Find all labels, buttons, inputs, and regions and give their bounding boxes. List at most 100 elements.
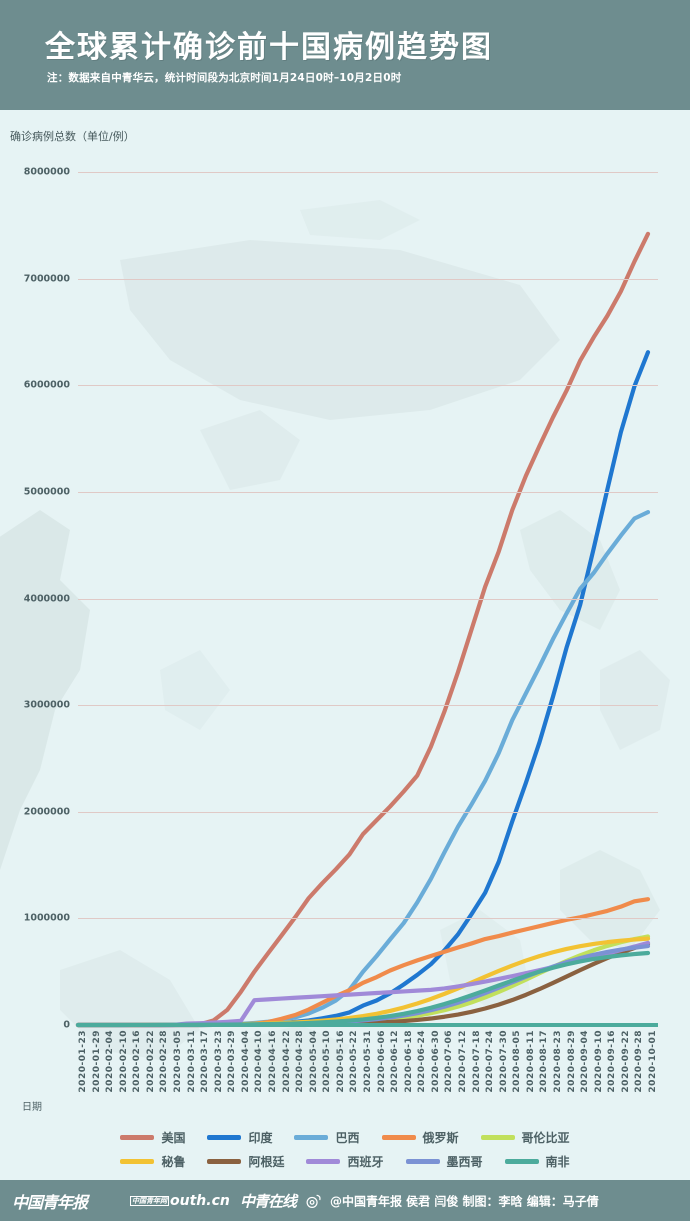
x-axis-tick: 2020-09-16 [607, 1030, 618, 1093]
x-axis-tick: 2020-08-23 [553, 1030, 563, 1093]
legend-swatch [504, 1158, 539, 1164]
x-axis-tick: 2020-03-11 [186, 1030, 197, 1093]
x-axis-tick: 2020-06-24 [417, 1030, 428, 1093]
x-axis-tick: 2020-09-22 [620, 1030, 631, 1093]
y-axis-tick: 5000000 [23, 486, 70, 498]
legend-swatch [207, 1158, 242, 1164]
y-axis-tick: 6000000 [23, 379, 70, 391]
x-axis-tick: 2020-06-18 [403, 1030, 414, 1093]
legend-item-秘鲁[interactable]: 秘鲁 [120, 1153, 185, 1170]
y-axis-tick: 1000000 [23, 912, 70, 924]
source-note: 注：数据来自中青华云，统计时间段为北京时间1月24日0时–10月2日0时 [47, 72, 402, 84]
legend-swatch [120, 1158, 155, 1164]
legend-label: 西班牙 [347, 1154, 384, 1169]
x-axis-tick: 2020-04-22 [281, 1030, 292, 1093]
gridline [78, 811, 658, 813]
logo-youth-cn-badge: 中国青年网 [130, 1195, 169, 1206]
x-axis-tick: 2020-06-30 [430, 1030, 441, 1093]
legend-label: 俄罗斯 [422, 1130, 459, 1145]
legend-item-哥伦比亚[interactable]: 哥伦比亚 [480, 1129, 570, 1146]
legend-label: 哥伦比亚 [521, 1130, 570, 1145]
logo-cyol: 中青在线 [240, 1192, 297, 1210]
legend-item-俄罗斯[interactable]: 俄罗斯 [381, 1129, 459, 1146]
x-axis-tick: 2020-08-11 [525, 1030, 536, 1093]
chart-panel: 确诊病例总数（单位/例） 0 1000000 2000000 3000000 40000… [0, 110, 690, 1180]
y-axis-tick: 2000000 [23, 806, 70, 818]
x-axis-tick: 2020-03-17 [200, 1030, 211, 1093]
legend-label: 印度 [248, 1130, 273, 1145]
logo-youth-cn: 中国青年网 outh.cn [130, 1193, 230, 1209]
plot-area: 0 1000000 2000000 3000000 4000000 5000000 6000… [24, 167, 658, 1031]
gridline [78, 385, 658, 387]
y-axis-title: 确诊病例总数（单位/例） [10, 130, 135, 143]
x-axis-tick: 2020-03-05 [173, 1030, 183, 1093]
x-axis-tick: 2020-05-10 [322, 1030, 333, 1093]
logo-youth-cn-text: outh.cn [170, 1192, 230, 1209]
x-axis-tick: 2020-06-06 [376, 1030, 387, 1093]
x-axis-tick: 2020-08-05 [512, 1030, 523, 1093]
legend-swatch [120, 1134, 155, 1140]
legend-swatch [207, 1134, 242, 1140]
x-axis-tick: 2020-01-23 [78, 1030, 88, 1093]
x-axis-tick: 2020-04-28 [295, 1030, 306, 1093]
x-axis-tick: 2020-06-12 [390, 1030, 401, 1093]
x-axis-tick: 2020-07-24 [485, 1030, 496, 1093]
gridline [78, 172, 658, 173]
legend-label: 美国 [161, 1130, 186, 1145]
x-axis-tick: 2020-05-16 [335, 1030, 346, 1093]
x-axis-title: 日期 [22, 1102, 42, 1113]
legend-swatch [306, 1158, 341, 1164]
x-axis-tick: 2020-09-28 [634, 1030, 645, 1093]
x-axis-tick: 2020-02-16 [132, 1030, 143, 1093]
y-axis-tick: 0 [63, 1019, 70, 1031]
legend-item-西班牙[interactable]: 西班牙 [306, 1153, 384, 1170]
x-axis-tick: 2020-07-18 [471, 1030, 482, 1093]
legend-label: 阿根廷 [248, 1154, 285, 1169]
legend-row-1: 美国 印度 巴西 俄罗斯 哥伦比亚 [0, 1125, 690, 1149]
x-axis-tick: 2020-04-04 [240, 1030, 251, 1093]
legend-item-印度[interactable]: 印度 [207, 1129, 272, 1146]
x-axis-tick: 2020-02-28 [159, 1030, 170, 1093]
legend-swatch [294, 1134, 329, 1140]
legend-item-南非[interactable]: 南非 [504, 1153, 570, 1170]
y-axis-tick: 8000000 [23, 166, 70, 178]
chart-legend: 美国 印度 巴西 俄罗斯 哥伦比亚 秘鲁 阿根廷 西班牙 墨西哥 南非 [0, 1125, 690, 1180]
chart-header-banner: 全球累计确诊前十国病例趋势图 注：数据来自中青华云，统计时间段为北京时间1月24… [0, 0, 690, 110]
legend-item-美国[interactable]: 美国 [120, 1129, 185, 1146]
x-axis-tick: 2020-07-12 [458, 1030, 468, 1093]
x-axis-tick: 2020-05-22 [349, 1030, 360, 1093]
logo-china-youth-daily: 中国青年报 [12, 1192, 88, 1212]
x-axis-line [78, 1023, 658, 1027]
gridline [78, 598, 658, 600]
x-axis-tick: 2020-09-10 [593, 1030, 604, 1093]
x-axis-tick: 2020-04-16 [268, 1030, 278, 1093]
legend-label: 秘鲁 [161, 1154, 186, 1169]
legend-swatch [480, 1134, 515, 1140]
gridline [78, 705, 658, 707]
x-axis-tick: 2020-02-04 [105, 1030, 116, 1093]
y-axis-tick: 3000000 [23, 699, 70, 711]
x-axis-tick: 2020-07-06 [444, 1030, 455, 1093]
x-axis-tick: 2020-07-30 [498, 1030, 509, 1093]
x-axis-tick: 2020-04-10 [254, 1030, 265, 1093]
y-axis-tick: 7000000 [23, 273, 70, 285]
gridline [78, 491, 658, 493]
series-line-印度 [75, 350, 651, 1028]
page-title: 全球累计确诊前十国病例趋势图 [45, 30, 493, 65]
legend-label: 南非 [545, 1154, 570, 1169]
legend-row-2: 秘鲁 阿根廷 西班牙 墨西哥 南非 [0, 1149, 690, 1173]
legend-item-巴西[interactable]: 巴西 [294, 1129, 360, 1146]
weibo-icon [306, 1194, 321, 1208]
x-axis-tick: 2020-03-29 [227, 1030, 238, 1093]
legend-item-墨西哥[interactable]: 墨西哥 [405, 1153, 483, 1170]
x-axis-tick: 2020-08-17 [539, 1030, 550, 1093]
legend-item-阿根廷[interactable]: 阿根廷 [207, 1153, 284, 1170]
series-line-美国 [75, 231, 651, 1028]
x-axis-tick: 2020-10-01 [648, 1030, 658, 1093]
legend-swatch [381, 1134, 416, 1140]
series-line-墨西哥 [75, 944, 651, 1028]
x-axis-tick: 2020-02-10 [118, 1030, 129, 1093]
gridline [78, 918, 658, 920]
credit-text: @中国青年报 侯君 闫俊 制图：李晗 编辑：马子倩 [330, 1194, 599, 1208]
x-axis-tick: 2020-05-31 [363, 1030, 373, 1093]
